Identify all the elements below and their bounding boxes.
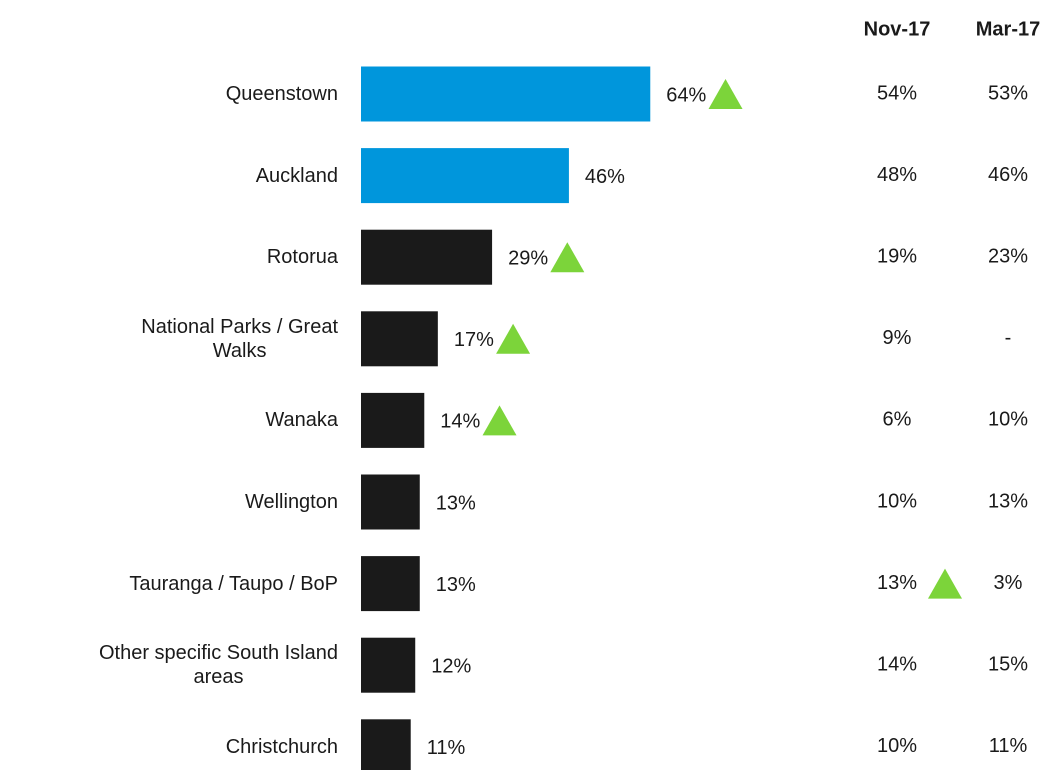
value-label: 29% xyxy=(508,247,548,269)
bar xyxy=(361,66,651,122)
category-label: Queenstown xyxy=(225,83,338,105)
table-cell: 10% xyxy=(988,409,1028,431)
bar xyxy=(361,148,569,204)
category-label-box: National Parks / Great Walks xyxy=(8,315,338,363)
bar xyxy=(361,311,438,367)
bar xyxy=(361,637,416,693)
table-cell: 13% xyxy=(877,572,917,594)
increase-marker xyxy=(928,568,962,599)
bar xyxy=(361,474,420,530)
table-cell: 15% xyxy=(988,653,1028,675)
table-cell: 3% xyxy=(994,572,1023,594)
table-cell: - xyxy=(1005,327,1012,349)
value-label: 13% xyxy=(436,574,476,596)
bar xyxy=(361,392,425,448)
increase-marker xyxy=(496,323,531,354)
increase-marker xyxy=(550,242,585,273)
table-cell: 54% xyxy=(877,82,917,104)
category-label-box: Rotorua xyxy=(8,245,338,269)
value-label: 14% xyxy=(440,411,480,433)
category-label: Tauranga / Taupo / BoP xyxy=(129,572,338,595)
category-label-box: Christchurch xyxy=(8,735,338,759)
value-label: 12% xyxy=(431,655,471,677)
table-cell: 19% xyxy=(877,245,917,267)
table-cell: 10% xyxy=(877,490,917,512)
value-label: 11% xyxy=(427,737,466,759)
table-cell: 6% xyxy=(883,409,912,431)
value-label: 13% xyxy=(436,492,476,514)
table-cell: 46% xyxy=(988,164,1028,186)
category-label: Wellington xyxy=(244,491,338,513)
category-label: Christchurch xyxy=(225,735,338,758)
table-cell: 10% xyxy=(877,735,917,757)
bar xyxy=(361,229,493,285)
table-cell: 13% xyxy=(988,490,1028,512)
category-label: Wanaka xyxy=(265,409,338,432)
table-cell: 23% xyxy=(988,245,1028,267)
category-label: National Parks / Great Walks xyxy=(141,315,338,362)
category-label-box: Wellington xyxy=(8,490,338,514)
category-label-box: Wanaka xyxy=(8,408,338,432)
bar xyxy=(361,719,411,770)
value-label: 64% xyxy=(666,84,706,106)
table-cell: 9% xyxy=(883,327,912,349)
category-label-box: Auckland xyxy=(8,164,338,188)
table-cell: 48% xyxy=(877,164,917,186)
category-label-box: Tauranga / Taupo / BoP xyxy=(8,572,338,596)
bar xyxy=(361,556,420,612)
category-label: Auckland xyxy=(255,164,338,187)
increase-marker xyxy=(482,405,517,436)
table-cell: 14% xyxy=(877,653,917,675)
increase-marker xyxy=(708,79,743,109)
table-cell: 53% xyxy=(988,82,1028,104)
column-header: Mar-17 xyxy=(976,18,1040,40)
value-label: 46% xyxy=(585,166,625,188)
category-label-box: Other specific South Island areas xyxy=(8,641,338,689)
category-label-box: Queenstown xyxy=(8,82,338,106)
category-label: Rotorua xyxy=(266,246,338,269)
category-label: Other specific South Island areas xyxy=(98,642,338,689)
value-label: 17% xyxy=(454,329,494,351)
table-cell: 11% xyxy=(989,735,1028,757)
column-header: Nov-17 xyxy=(864,18,931,40)
